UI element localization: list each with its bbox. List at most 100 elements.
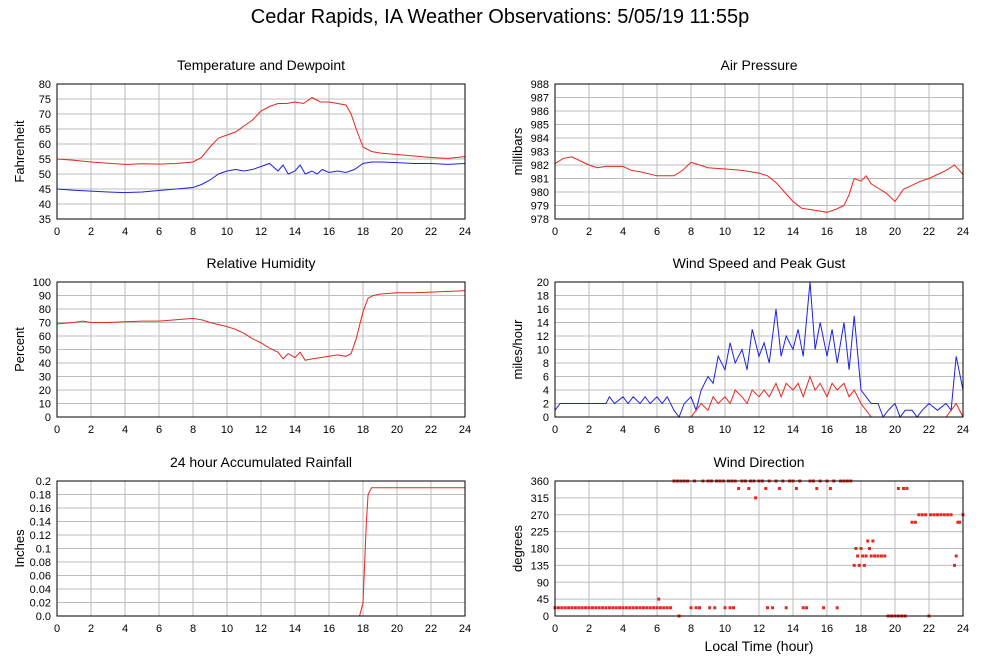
- direction-point: [556, 606, 560, 610]
- direction-point: [662, 606, 666, 610]
- temp-frame: [56, 83, 466, 220]
- direction-xtick-label: 6: [654, 623, 660, 635]
- temp-xtick-label: 2: [88, 226, 94, 238]
- direction-point: [652, 606, 656, 610]
- humidity-xtick-label: 22: [425, 424, 437, 436]
- temp-chart: Temperature and Dewpoint3540455055606570…: [12, 57, 471, 238]
- rain-ytick-label: 0.1: [36, 544, 51, 556]
- wind-ytick-label: 18: [537, 291, 549, 303]
- humidity-ytick-label: 80: [39, 304, 51, 316]
- direction-ytick-label: 180: [531, 544, 549, 556]
- direction-point: [910, 520, 914, 524]
- wind-ytick-label: 2: [543, 399, 549, 411]
- temp-ytick-label: 45: [39, 184, 51, 196]
- wind-ytick-label: 14: [537, 318, 549, 330]
- direction-point: [737, 487, 741, 490]
- direction-point: [920, 513, 924, 517]
- direction-point: [932, 513, 936, 517]
- direction-point: [669, 606, 673, 610]
- humidity-xtick-label: 20: [391, 424, 403, 436]
- direction-point: [614, 606, 618, 610]
- rain-chart: 24 hour Accumulated Rainfall0.00.020.040…: [12, 454, 471, 635]
- direction-point: [698, 606, 701, 610]
- humidity-ytick-label: 20: [39, 385, 51, 397]
- wind-xtick-label: 4: [620, 424, 626, 436]
- direction-point: [587, 606, 591, 610]
- temp-ytick-label: 75: [39, 94, 51, 106]
- direction-point: [594, 606, 598, 610]
- direction-point: [936, 513, 939, 517]
- direction-point: [628, 606, 632, 610]
- direction-point: [631, 606, 635, 610]
- humidity-xtick-label: 10: [221, 424, 233, 436]
- temp-ytick-label: 65: [39, 124, 51, 136]
- direction-xtick-label: 8: [688, 623, 694, 635]
- wind-series-line-1: [554, 281, 964, 419]
- direction-point: [655, 606, 659, 610]
- temp-xtick-label: 18: [357, 226, 369, 238]
- pressure-xtick-label: 2: [586, 226, 592, 238]
- wind-xtick-label: 2: [586, 424, 592, 436]
- rain-xtick-label: 24: [459, 623, 471, 635]
- page-title: Cedar Rapids, IA Weather Observations: 5…: [250, 6, 750, 28]
- rain-ytick-label: 0.12: [30, 530, 51, 542]
- direction-xtick-label: 0: [552, 623, 558, 635]
- wind-xtick-label: 0: [552, 424, 558, 436]
- rain-xtick-label: 0: [54, 623, 60, 635]
- direction-xtick-label: 10: [719, 623, 731, 635]
- pressure-xtick-label: 18: [855, 226, 867, 238]
- temp-xtick-label: 22: [425, 226, 437, 238]
- humidity-ytick-label: 70: [39, 318, 51, 330]
- direction-point: [958, 520, 962, 524]
- direction-point: [694, 606, 698, 610]
- direction-point: [563, 606, 567, 610]
- wind-ytick-label: 16: [537, 304, 549, 316]
- direction-point: [689, 606, 693, 610]
- rain-ytick-label: 0.04: [30, 584, 51, 596]
- direction-point: [645, 606, 649, 610]
- wind-xtick-label: 24: [957, 424, 969, 436]
- temp-xtick-label: 24: [459, 226, 471, 238]
- humidity-xtick-label: 6: [156, 424, 162, 436]
- humidity-ytick-label: 10: [39, 399, 51, 411]
- wind-chart: Wind Speed and Peak Gust0246810121416182…: [510, 255, 969, 436]
- direction-point: [835, 606, 839, 610]
- direction-point: [584, 606, 588, 610]
- direction-point: [949, 513, 953, 517]
- direction-point: [747, 487, 751, 490]
- temp-xtick-label: 0: [54, 226, 60, 238]
- pressure-ytick-label: 979: [531, 201, 549, 213]
- direction-ylabel: degrees: [510, 525, 525, 572]
- direction-point: [665, 606, 669, 610]
- wind-xtick-label: 18: [855, 424, 867, 436]
- direction-point: [560, 606, 564, 610]
- humidity-title: Relative Humidity: [207, 255, 316, 271]
- direction-point: [924, 513, 928, 517]
- temp-ytick-label: 80: [39, 79, 51, 91]
- rain-ytick-label: 0.16: [30, 503, 51, 515]
- rain-ytick-label: 0.14: [30, 517, 51, 529]
- pressure-xtick-label: 6: [654, 226, 660, 238]
- direction-point: [956, 520, 960, 524]
- pressure-ytick-label: 982: [531, 160, 549, 172]
- humidity-ytick-label: 40: [39, 358, 51, 370]
- rain-ytick-label: 0.02: [30, 598, 51, 610]
- humidity-xtick-label: 0: [54, 424, 60, 436]
- rain-frame: [56, 480, 466, 617]
- temp-ytick-label: 55: [39, 154, 51, 166]
- pressure-ylabel: millibars: [510, 127, 525, 175]
- direction-point: [597, 606, 601, 610]
- direction-ytick-label: 315: [531, 493, 549, 505]
- direction-point: [905, 487, 909, 490]
- wind-xtick-label: 16: [821, 424, 833, 436]
- temp-ytick-label: 60: [39, 139, 51, 151]
- pressure-ytick-label: 980: [531, 187, 549, 199]
- pressure-ytick-label: 987: [531, 93, 549, 105]
- direction-xtick-label: 12: [753, 623, 765, 635]
- pressure-ytick-label: 985: [531, 120, 549, 132]
- rain-xtick-label: 22: [425, 623, 437, 635]
- direction-point: [638, 606, 642, 610]
- pressure-xtick-label: 14: [787, 226, 799, 238]
- pressure-ytick-label: 986: [531, 106, 549, 118]
